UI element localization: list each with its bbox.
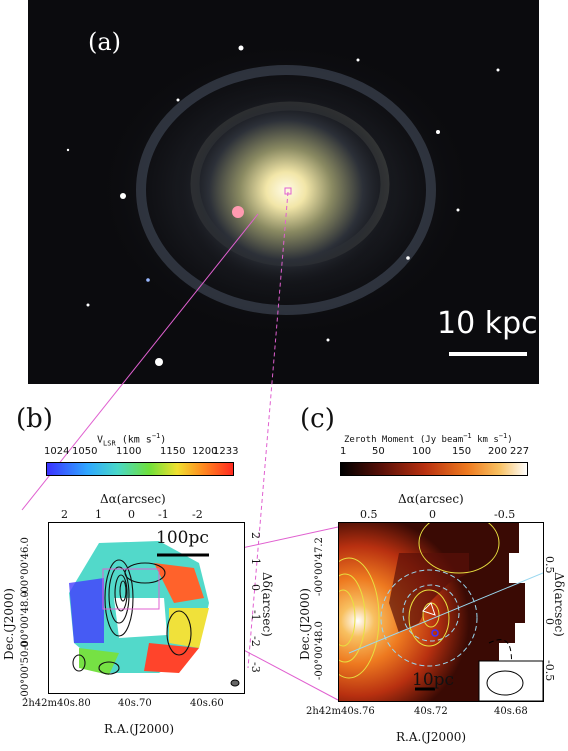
panel-b-cb-tick: 1050 [72, 446, 98, 457]
panel-a-label: (a) [88, 28, 122, 56]
panel-b-label: (b) [16, 404, 53, 434]
panel-c-top-axis-label: Δα(arcsec) [398, 492, 464, 506]
panel-b-top-tick: -2 [192, 508, 203, 521]
panel-c-cb-tick: 150 [452, 446, 472, 457]
panel-b-left-tick: -00°00'46.0 [20, 537, 31, 596]
panel-c-cb-tick: 100 [412, 446, 432, 457]
panel-c-cb-tick: 227 [510, 446, 530, 457]
panel-b-cb-tick: 1233 [213, 446, 239, 457]
panel-c-right-axis-label: Δδ(arcsec) [552, 572, 566, 637]
panel-b-right-tick: 1 [249, 558, 262, 565]
panel-b-top-tick: 2 [61, 508, 68, 521]
panel-c-left-tick: -00°00'48.0 [314, 621, 325, 680]
panel-b-scale-label: 100pc [156, 528, 209, 548]
panel-c-cb-tick: 50 [372, 446, 385, 457]
panel-c-cb-tick: 1 [340, 446, 347, 457]
panel-b-right-tick: -3 [249, 662, 262, 673]
panel-b-left-axis-label: Dec.(J2000) [2, 588, 16, 660]
panel-b-cb-tick: 1200 [192, 446, 218, 457]
panel-c-colorbar [340, 462, 528, 476]
panel-c-bottom-tick: 40s.68 [494, 706, 528, 717]
galaxy-image-panel: (a) 10 kpc [28, 0, 539, 384]
panel-c-left-tick: -00°00'47.2 [314, 537, 325, 596]
panel-b-right-tick: 2 [249, 532, 262, 539]
panel-c-scale-label: 10pc [412, 670, 455, 690]
panel-a-scale-bar [449, 352, 527, 356]
panel-b-bottom-tick: 40s.60 [190, 698, 224, 709]
panel-c-top-tick: 0.5 [360, 508, 378, 521]
panel-b-colorbar [46, 462, 234, 476]
moment-map [339, 523, 543, 701]
panel-c-top-tick: 0 [429, 508, 436, 521]
panel-b-top-tick: 1 [95, 508, 102, 521]
panel-b-top-tick: -1 [158, 508, 169, 521]
velocity-map [69, 541, 240, 687]
panel-a-scale-label: 10 kpc [437, 306, 538, 341]
panel-c-bottom-axis-label: R.A.(J2000) [396, 730, 467, 744]
panel-b-top-tick: 0 [128, 508, 135, 521]
panel-b-top-axis-label: Δα(arcsec) [100, 492, 166, 506]
panel-c-right-tick: -0.5 [543, 660, 556, 682]
panel-c-left-axis-label: Dec.(J2000) [298, 588, 312, 660]
panel-c-top-tick: -0.5 [494, 508, 516, 521]
panel-b-bottom-axis-label: R.A.(J2000) [104, 722, 175, 736]
panel-b-right-axis-label: Δδ(arcsec) [260, 572, 274, 637]
panel-b-colorbar-title: VLSR (km s−1) [97, 432, 167, 448]
panel-c-bottom-tick: 40s.72 [414, 706, 448, 717]
panel-c-cb-tick: 200 [488, 446, 508, 457]
panel-b-right-tick: -2 [249, 636, 262, 647]
panel-c-right-tick: 0.5 [543, 556, 556, 574]
panel-b-plot [48, 522, 245, 694]
panel-c-label: (c) [300, 404, 335, 434]
panel-b-cb-tick: 1150 [160, 446, 186, 457]
panel-b-left-tick: -00°00'50.0 [20, 641, 31, 700]
panel-c-plot [338, 522, 544, 702]
panel-b-right-tick: 0 [249, 584, 262, 591]
panel-c-colorbar-title: Zeroth Moment (Jy beam−1 km s−1) [344, 432, 513, 445]
panel-c-right-tick: 0 [543, 618, 556, 625]
panel-b-right-tick: -1 [249, 610, 262, 621]
panel-c-bottom-tick: 2h42m40s.76 [306, 706, 375, 717]
panel-b-bottom-tick: 2h42m40s.80 [22, 698, 91, 709]
panel-b-cb-tick: 1024 [44, 446, 70, 457]
galaxy-image [28, 0, 539, 384]
panel-b-cb-tick: 1100 [116, 446, 142, 457]
panel-b-bottom-tick: 40s.70 [118, 698, 152, 709]
